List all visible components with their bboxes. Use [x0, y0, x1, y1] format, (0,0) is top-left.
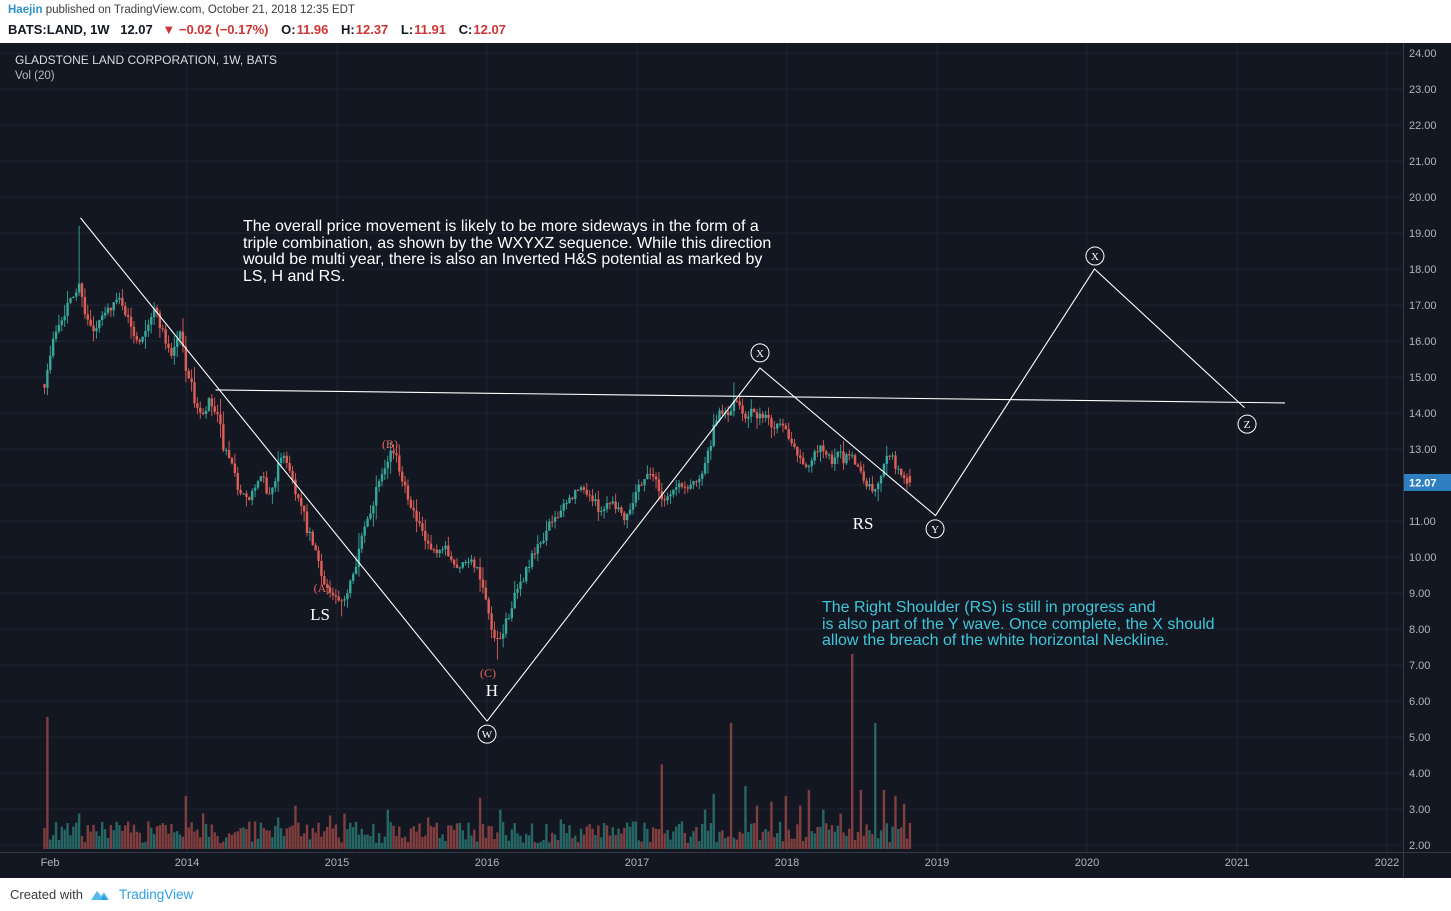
right-shoulder-note-line: The Right Shoulder (RS) is still in prog… [822, 599, 1156, 616]
svg-text:19.00: 19.00 [1409, 228, 1437, 240]
chart-background [0, 43, 1451, 878]
high-value: 12.37 [355, 22, 389, 37]
svg-text:2015: 2015 [325, 857, 349, 869]
svg-text:16.00: 16.00 [1409, 336, 1437, 348]
wxyxz-zigzag-line [486, 268, 1245, 722]
svg-text:22.00: 22.00 [1409, 120, 1437, 132]
head-shoulders-labels[interactable]: LS H RS [310, 514, 873, 700]
chart-area[interactable]: W X Y X Z (A) (B) (C) LS H RS 24.00 23.00 22.00 21.00 2… [0, 43, 1451, 878]
open-label: O: [281, 22, 296, 37]
svg-text:12.07: 12.07 [1409, 477, 1437, 489]
svg-text:2017: 2017 [625, 857, 649, 869]
svg-text:24.00: 24.00 [1409, 48, 1437, 60]
footer: Created with TradingView [0, 878, 1451, 911]
trend-lines[interactable] [80, 217, 1286, 722]
svg-text:2014: 2014 [175, 857, 199, 869]
publish-text: published on TradingView.com, October 21… [42, 4, 355, 16]
downtrend-line [80, 217, 488, 722]
close-label: C: [458, 22, 473, 37]
author-link[interactable]: Haejin [8, 4, 43, 16]
svg-text:2018: 2018 [775, 857, 799, 869]
analysis-note-line: The overall price movement is likely to … [243, 218, 759, 235]
svg-text:7.00: 7.00 [1409, 660, 1430, 672]
svg-text:6.00: 6.00 [1409, 696, 1430, 708]
svg-text:Z: Z [1244, 419, 1251, 431]
open-value: 11.96 [296, 22, 329, 37]
svg-text:2019: 2019 [925, 857, 949, 869]
publish-info: Haejin published on TradingView.com, Oct… [8, 2, 1451, 19]
svg-text:(A): (A) [314, 581, 331, 595]
tradingview-logo-icon[interactable] [90, 887, 112, 902]
close-value: 12.07 [473, 22, 506, 37]
symbol-name: BATS:LAND, 1W [8, 22, 110, 37]
svg-text:H: H [486, 681, 498, 700]
low-value: 11.91 [414, 22, 447, 37]
analysis-note-line: triple combination, as shown by the WXYX… [243, 234, 772, 252]
neckline-line [215, 389, 1286, 404]
svg-text:5.00: 5.00 [1409, 732, 1430, 744]
created-with-text: Created with [10, 887, 83, 902]
svg-text:(B): (B) [382, 437, 398, 451]
svg-text:14.00: 14.00 [1409, 408, 1437, 420]
low-label: L: [400, 22, 414, 37]
price-change: ▼ −0.02 (−0.17%) [162, 22, 269, 37]
right-shoulder-note-line: allow the breach of the white horizontal… [822, 632, 1169, 649]
chart-legend-title[interactable]: GLADSTONE LAND CORPORATION, 1W, BATS [15, 53, 278, 67]
wxyxz-labels[interactable]: W X Y X Z [477, 246, 1257, 744]
svg-text:3.00: 3.00 [1409, 804, 1430, 816]
svg-text:(C): (C) [480, 666, 496, 680]
svg-text:RS: RS [853, 514, 874, 533]
svg-text:W: W [482, 729, 493, 741]
svg-text:18.00: 18.00 [1409, 264, 1437, 276]
abc-wave-labels[interactable]: (A) (B) (C) [314, 437, 496, 680]
svg-text:20.00: 20.00 [1409, 192, 1437, 204]
svg-text:2016: 2016 [475, 857, 499, 869]
svg-text:2021: 2021 [1225, 857, 1249, 869]
right-shoulder-note[interactable]: The Right Shoulder (RS) is still in prog… [822, 599, 1215, 650]
svg-text:21.00: 21.00 [1409, 156, 1437, 168]
price-axis[interactable]: 24.00 23.00 22.00 21.00 20.00 19.00 18.00 17.00… [0, 43, 1451, 878]
svg-text:LS: LS [310, 605, 330, 624]
right-shoulder-note-line: is also part of the Y wave. Once complet… [822, 615, 1215, 633]
svg-text:11.00: 11.00 [1409, 516, 1436, 528]
analysis-note-line: would be multi year, there is also an In… [243, 251, 763, 268]
svg-text:2022: 2022 [1375, 857, 1399, 869]
last-price-value: 12.07 [120, 22, 153, 37]
candlesticks [43, 225, 912, 660]
svg-text:X: X [756, 348, 764, 360]
tradingview-brand-link[interactable]: TradingView [118, 887, 194, 902]
chart-legend-volume[interactable]: Vol (20) [15, 70, 55, 82]
svg-text:10.00: 10.00 [1409, 552, 1437, 564]
last-price-tag: 12.07 [1404, 473, 1451, 491]
publish-header: Haejin published on TradingView.com, Oct… [0, 0, 1451, 43]
time-axis[interactable]: Feb 2014 2015 2016 2017 2018 2019 2020 2021 2022 [41, 857, 1400, 869]
svg-text:X: X [1091, 251, 1099, 263]
analysis-note-line: LS, H and RS. [243, 267, 346, 285]
svg-text:2020: 2020 [1075, 857, 1099, 869]
svg-text:4.00: 4.00 [1409, 768, 1430, 780]
svg-text:Y: Y [931, 524, 939, 536]
svg-text:Feb: Feb [41, 857, 60, 869]
analysis-note[interactable]: The overall price movement is likely to … [243, 218, 772, 285]
high-label: H: [341, 22, 355, 37]
svg-text:2.00: 2.00 [1409, 840, 1430, 852]
svg-text:17.00: 17.00 [1409, 300, 1437, 312]
svg-text:8.00: 8.00 [1409, 624, 1430, 636]
chart-canvas[interactable]: WXYXZ(A)(B)(C)LSHRS24.0023.0022.0021.002… [0, 43, 1451, 878]
svg-text:23.00: 23.00 [1409, 84, 1437, 96]
svg-text:15.00: 15.00 [1409, 372, 1437, 384]
volume-bars [43, 653, 912, 849]
svg-text:13.00: 13.00 [1409, 444, 1437, 456]
symbol-info-bar: BATS:LAND, 1W 12.07 ▼ −0.02 (−0.17%) O:1… [8, 19, 1451, 41]
grid-lines [0, 43, 1403, 853]
svg-text:9.00: 9.00 [1409, 588, 1430, 600]
